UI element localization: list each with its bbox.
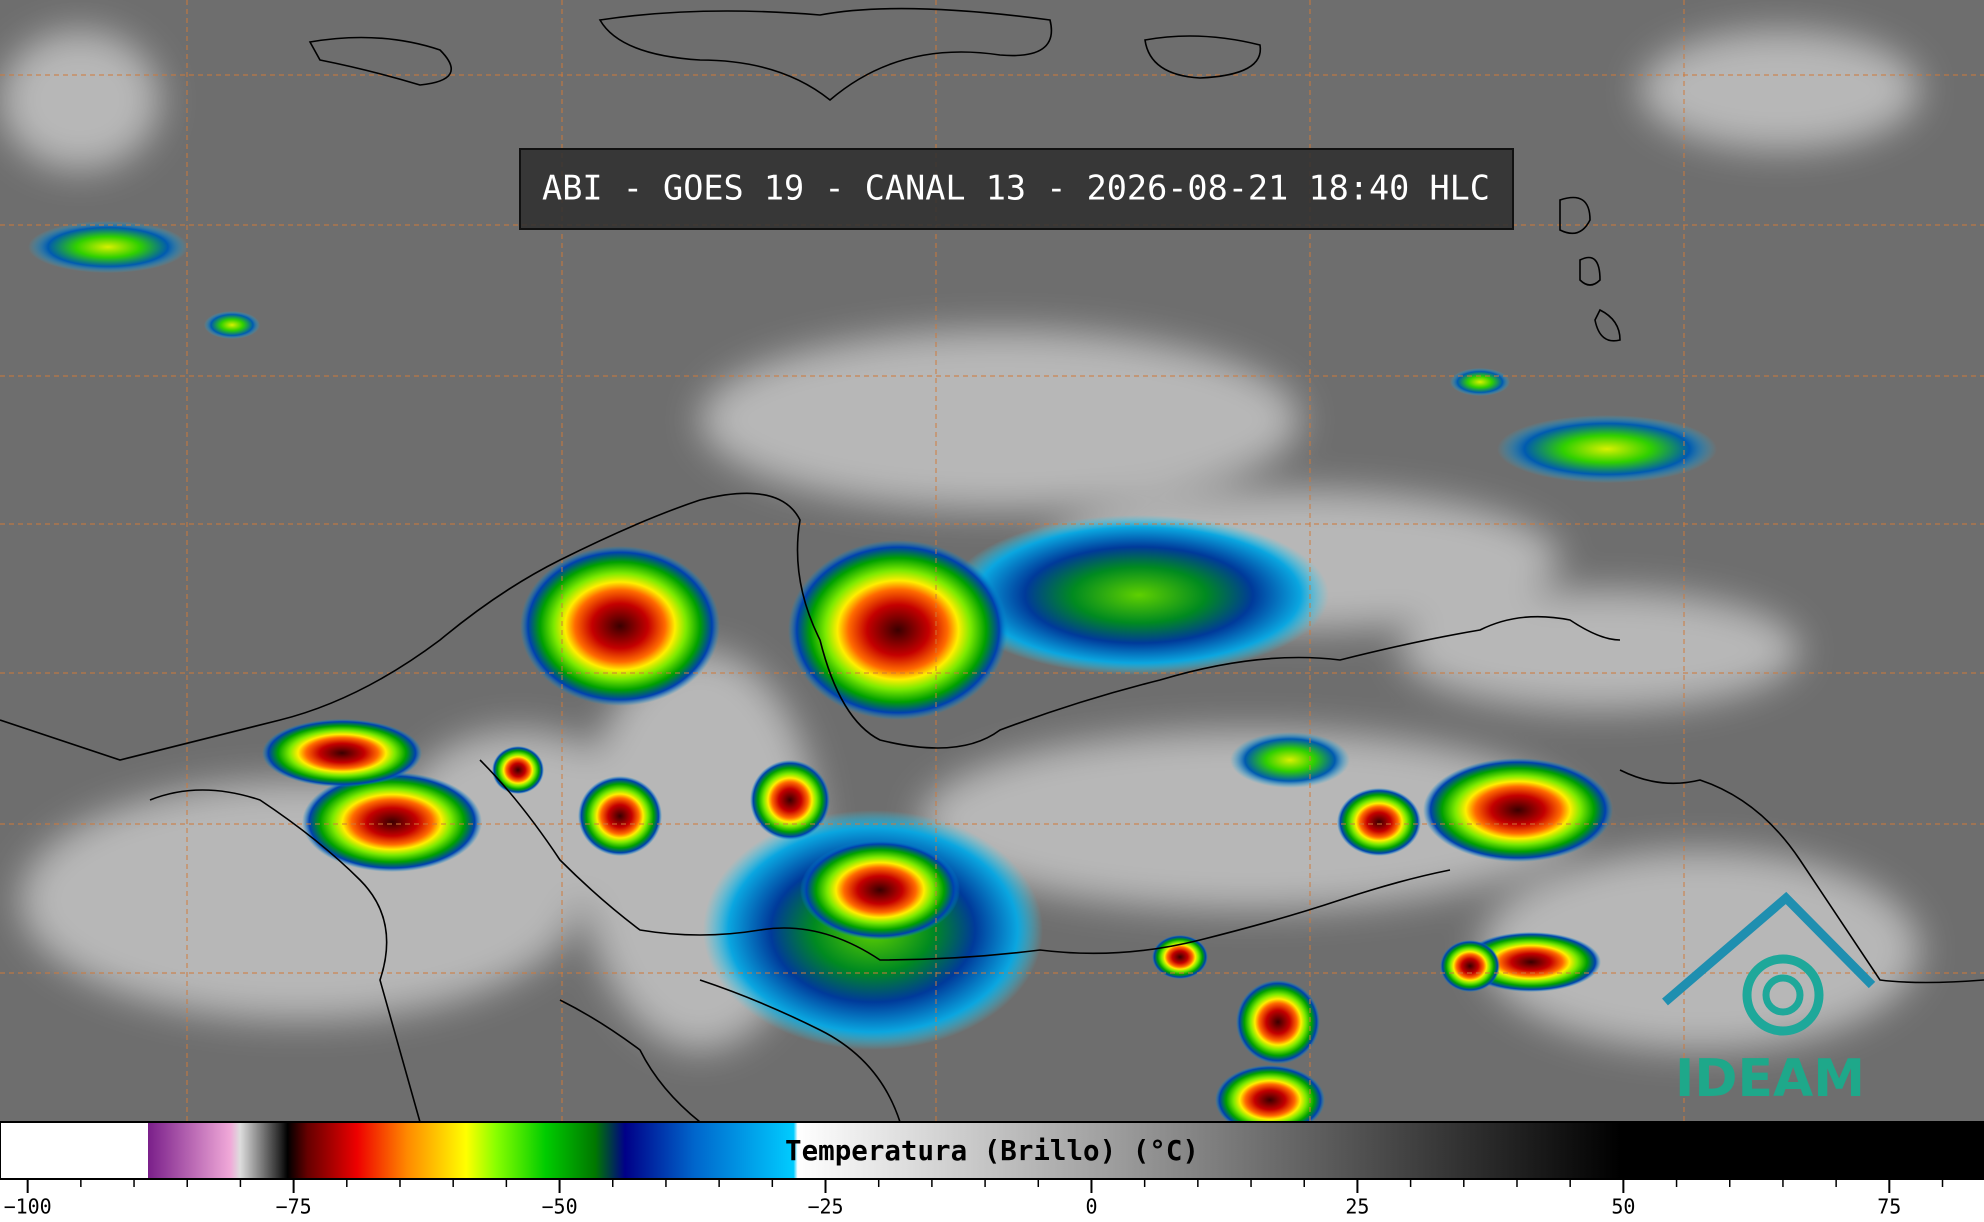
colorbar-label: Temperatura (Brillo) (°C) bbox=[785, 1135, 1199, 1167]
logo-text: IDEAM bbox=[1675, 1049, 1865, 1109]
coastlines bbox=[0, 7, 1984, 1123]
title-box bbox=[519, 148, 1514, 230]
colorbar bbox=[0, 1121, 1984, 1180]
title: ABI - GOES 19 - CANAL 13 - 2026-08-21 18… bbox=[542, 169, 1490, 208]
tick-label: −100 bbox=[4, 1195, 52, 1219]
tick-label: 0 bbox=[1085, 1195, 1097, 1219]
graticule bbox=[0, 0, 1984, 1122]
tick-label: 50 bbox=[1611, 1195, 1635, 1219]
tick-label: −75 bbox=[276, 1195, 312, 1219]
tick-label: 75 bbox=[1877, 1195, 1901, 1219]
tick-label: 25 bbox=[1345, 1195, 1369, 1219]
tick-label: −50 bbox=[541, 1195, 577, 1219]
tick-label: −25 bbox=[807, 1195, 843, 1219]
logo: IDEAM bbox=[1662, 891, 1876, 1109]
